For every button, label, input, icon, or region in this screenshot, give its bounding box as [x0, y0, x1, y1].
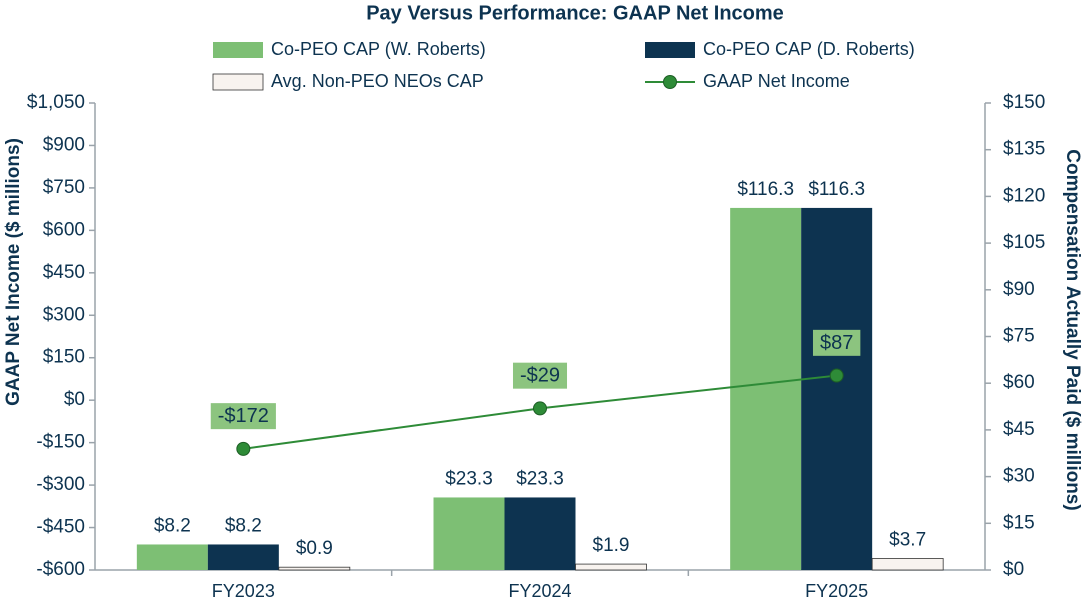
bar-value-label: $23.3	[445, 468, 493, 489]
y-tick-label: $0	[64, 389, 85, 410]
line-value-label: $87	[820, 332, 853, 354]
chart-title: Pay Versus Performance: GAAP Net Income	[366, 2, 784, 24]
y-tick-label: $1,050	[27, 92, 85, 113]
bar-value-label: $116.3	[737, 179, 794, 200]
y-tick-label: $600	[43, 219, 85, 240]
line-value-label-box	[512, 362, 568, 389]
y2-axis-title: Compensation Actually Paid ($ millions)	[1062, 149, 1083, 510]
y-tick-label: -$600	[36, 559, 85, 580]
legend-swatch	[213, 42, 263, 58]
line-point	[533, 401, 547, 416]
bar	[207, 544, 279, 570]
y2-tick-label: $150	[1003, 92, 1045, 113]
legend-label: Co-PEO CAP (W. Roberts)	[271, 39, 486, 59]
bar-value-label: $23.3	[516, 468, 564, 489]
line-value-label: -$29	[520, 365, 560, 387]
x-tick-label: FY2025	[805, 581, 868, 601]
legend-label: Avg. Non-PEO NEOs CAP	[271, 71, 484, 91]
y-tick-label: $750	[43, 177, 85, 198]
bar	[871, 558, 944, 571]
y2-tick-label: $45	[1003, 419, 1035, 440]
y2-tick-label: $120	[1003, 185, 1045, 206]
y2-tick-label: $30	[1003, 466, 1035, 487]
y-axis-title: GAAP Net Income ($ millions)	[3, 138, 24, 406]
legend-label: GAAP Net Income	[703, 71, 850, 91]
bar	[136, 544, 208, 570]
bar-value-label: $0.9	[296, 538, 333, 559]
legend-swatch-point	[663, 75, 677, 89]
bar-value-label: $8.2	[225, 515, 262, 536]
line-value-label-box	[210, 403, 276, 430]
bar	[575, 563, 647, 571]
x-tick-label: FY2024	[508, 581, 571, 601]
bar	[801, 207, 873, 571]
y-tick-label: $300	[43, 304, 85, 325]
bar-value-label: $3.7	[889, 529, 926, 550]
line-value-label-box	[812, 329, 861, 356]
bar-value-label: $8.2	[154, 515, 191, 536]
bar-value-label: $1.9	[593, 535, 630, 556]
line-point	[236, 441, 251, 456]
bar	[504, 497, 576, 570]
y2-tick-label: $135	[1003, 139, 1045, 160]
x-tick-label: FY2023	[212, 581, 275, 601]
bar	[730, 207, 802, 571]
line-value-label: -$172	[218, 405, 269, 427]
y-tick-label: -$300	[36, 474, 85, 495]
y-tick-label: $150	[43, 347, 85, 368]
bar-value-label: $116.3	[808, 179, 865, 200]
y2-tick-label: $60	[1003, 372, 1035, 393]
bar	[278, 566, 351, 571]
y-tick-label: $900	[43, 134, 85, 155]
y2-tick-label: $75	[1003, 326, 1035, 347]
y-tick-label: $450	[43, 262, 85, 283]
y2-tick-label: $90	[1003, 279, 1035, 300]
y2-tick-label: $15	[1003, 512, 1035, 533]
y2-tick-label: $0	[1003, 559, 1024, 580]
legend-label: Co-PEO CAP (D. Roberts)	[703, 39, 915, 59]
bar	[433, 497, 505, 570]
legend-swatch	[212, 73, 264, 91]
legend-swatch	[645, 42, 695, 58]
y-tick-label: -$150	[36, 432, 85, 453]
y2-tick-label: $105	[1003, 232, 1045, 253]
y-tick-label: -$450	[36, 517, 85, 538]
line-point	[829, 368, 844, 383]
